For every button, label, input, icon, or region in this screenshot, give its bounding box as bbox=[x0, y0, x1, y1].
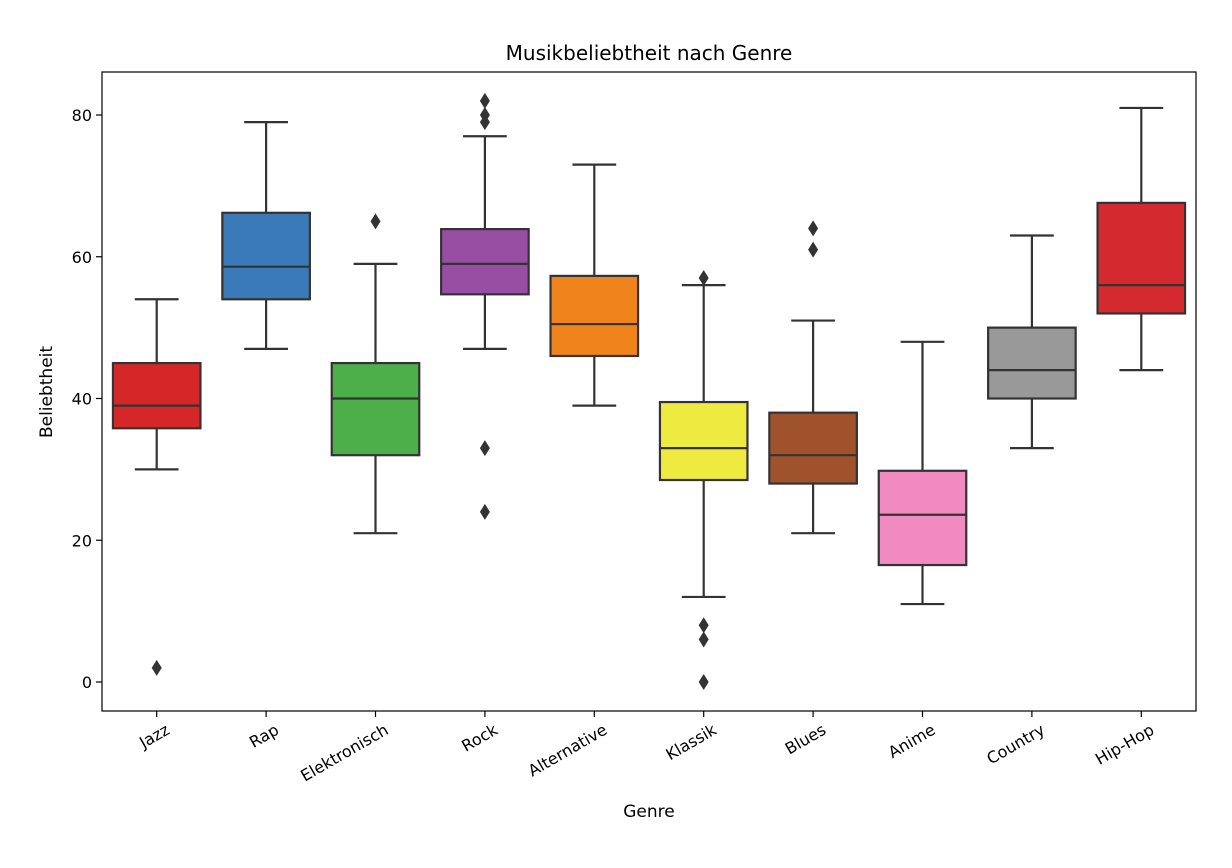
x-tick-label: Country bbox=[983, 720, 1048, 768]
outlier-point bbox=[479, 440, 490, 457]
box-jazz bbox=[111, 361, 202, 430]
outlier-point bbox=[698, 631, 709, 648]
outlier-point bbox=[698, 674, 709, 690]
outlier-point bbox=[370, 213, 381, 230]
outlier-point bbox=[808, 220, 819, 237]
plot-frame bbox=[101, 71, 1197, 712]
x-tick-label: Blues bbox=[782, 720, 829, 758]
box-alternative bbox=[549, 274, 640, 358]
y-tick-label: 60 bbox=[72, 248, 92, 267]
y-tick-label: 20 bbox=[72, 531, 92, 550]
box-rap bbox=[221, 211, 311, 301]
box-klassik bbox=[658, 400, 749, 482]
box-anime bbox=[877, 469, 968, 567]
x-tick-label: Jazz bbox=[135, 720, 172, 753]
chart-title: Musikbeliebtheit nach Genre bbox=[506, 41, 793, 65]
box-hip-hop bbox=[1096, 201, 1187, 315]
plot-area bbox=[111, 92, 1187, 690]
x-tick-label: Alternative bbox=[525, 720, 611, 780]
y-tick-label: 80 bbox=[72, 106, 92, 125]
y-tick-label: 0 bbox=[82, 673, 92, 692]
outlier-point bbox=[151, 659, 162, 676]
y-axis-label: Beliebtheit bbox=[37, 346, 57, 438]
x-tick-label: Klassik bbox=[662, 720, 720, 764]
outlier-point bbox=[698, 270, 709, 287]
outlier-point bbox=[479, 503, 490, 520]
outlier-point bbox=[479, 114, 490, 131]
y-tick-label: 40 bbox=[72, 390, 92, 409]
x-tick-label: Elektronisch bbox=[297, 720, 391, 785]
box-country bbox=[987, 326, 1077, 400]
box-elektronisch bbox=[330, 361, 421, 457]
x-tick-label: Rock bbox=[458, 720, 501, 756]
outlier-point bbox=[808, 241, 819, 258]
x-tick-label: Rap bbox=[246, 720, 282, 752]
x-axis-label: Genre bbox=[623, 802, 674, 822]
outlier-point bbox=[479, 92, 490, 109]
x-tick-label: Anime bbox=[885, 720, 939, 762]
outlier-point bbox=[698, 617, 709, 634]
box-blues bbox=[768, 411, 858, 485]
box-rock bbox=[440, 228, 530, 296]
x-tick-label: Hip-Hop bbox=[1092, 720, 1157, 769]
